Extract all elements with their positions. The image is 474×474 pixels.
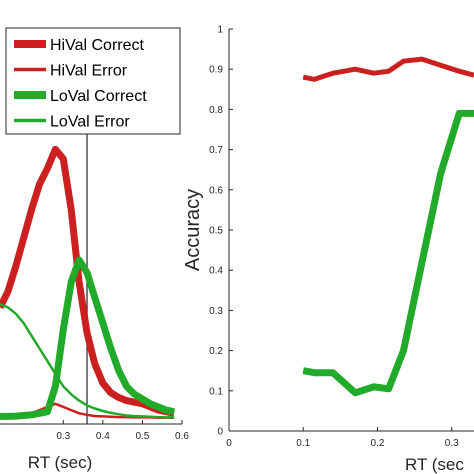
right-y-axis-label: Accuracy <box>182 189 204 271</box>
left-x-axis-label: RT (sec) <box>28 453 93 472</box>
right-y-tick-label: 0.6 <box>209 185 223 196</box>
left-x-tick-label: 0.6 <box>175 431 189 442</box>
right-y-tick-label: 0.1 <box>209 386 223 397</box>
right-y-tick-label: 1 <box>217 25 223 36</box>
right-x-ticks: 0 0.1 0.2 0.3 <box>226 427 459 449</box>
right-x-axis-label: RT (sec <box>405 455 464 474</box>
right-y-tick-label: 0.8 <box>209 105 223 116</box>
right-y-tick-label: 0 <box>217 427 223 438</box>
right-y-tick-label: 0.7 <box>209 145 223 156</box>
right-chart-panel: 0 0.1 0.2 0.3 0.4 0.5 0.6 0.7 0.8 0.9 1 0 0.1 0.2 0.3… <box>182 25 474 474</box>
right-series-lines <box>302 56 474 397</box>
right-series-line-1 <box>302 109 474 397</box>
left-series-line-2 <box>0 256 175 420</box>
left-x-ticks: 0.3 0.4 0.5 0.6 <box>56 420 189 442</box>
right-y-ticks: 0 0.1 0.2 0.3 0.4 0.5 0.6 0.7 0.8 0.9 1 <box>209 25 233 438</box>
right-y-tick-label: 0.4 <box>209 266 223 277</box>
left-series-line-3 <box>0 303 175 419</box>
right-y-tick-label: 0.2 <box>209 346 223 357</box>
left-x-tick-label: 0.4 <box>96 431 110 442</box>
legend-items: HiVal Correct HiVal Error LoVal Correct LoV… <box>14 37 147 131</box>
legend-label: HiVal Correct <box>50 37 145 54</box>
right-x-tick-label: 0.2 <box>371 438 385 449</box>
left-series-lines <box>0 145 175 420</box>
left-chart-panel: 0.3 0.4 0.5 0.6 RT (sec) <box>0 128 189 472</box>
right-y-tick-label: 0.5 <box>209 226 223 237</box>
legend-label: HiVal Error <box>50 63 128 80</box>
right-y-tick-label: 0.9 <box>209 65 223 76</box>
left-series-line-0 <box>0 145 175 417</box>
right-x-tick-label: 0.1 <box>296 438 310 449</box>
left-x-tick-label: 0.3 <box>56 431 70 442</box>
legend-label: LoVal Error <box>50 114 130 131</box>
right-x-tick-label: 0.3 <box>445 438 459 449</box>
right-y-tick-label: 0.3 <box>209 306 223 317</box>
right-x-tick-label: 0 <box>226 438 232 449</box>
right-series-line-0 <box>302 56 474 82</box>
left-x-tick-label: 0.5 <box>135 431 149 442</box>
legend-label: LoVal Correct <box>50 88 147 105</box>
legend: HiVal Correct HiVal Error LoVal Correct LoV… <box>5 27 181 135</box>
